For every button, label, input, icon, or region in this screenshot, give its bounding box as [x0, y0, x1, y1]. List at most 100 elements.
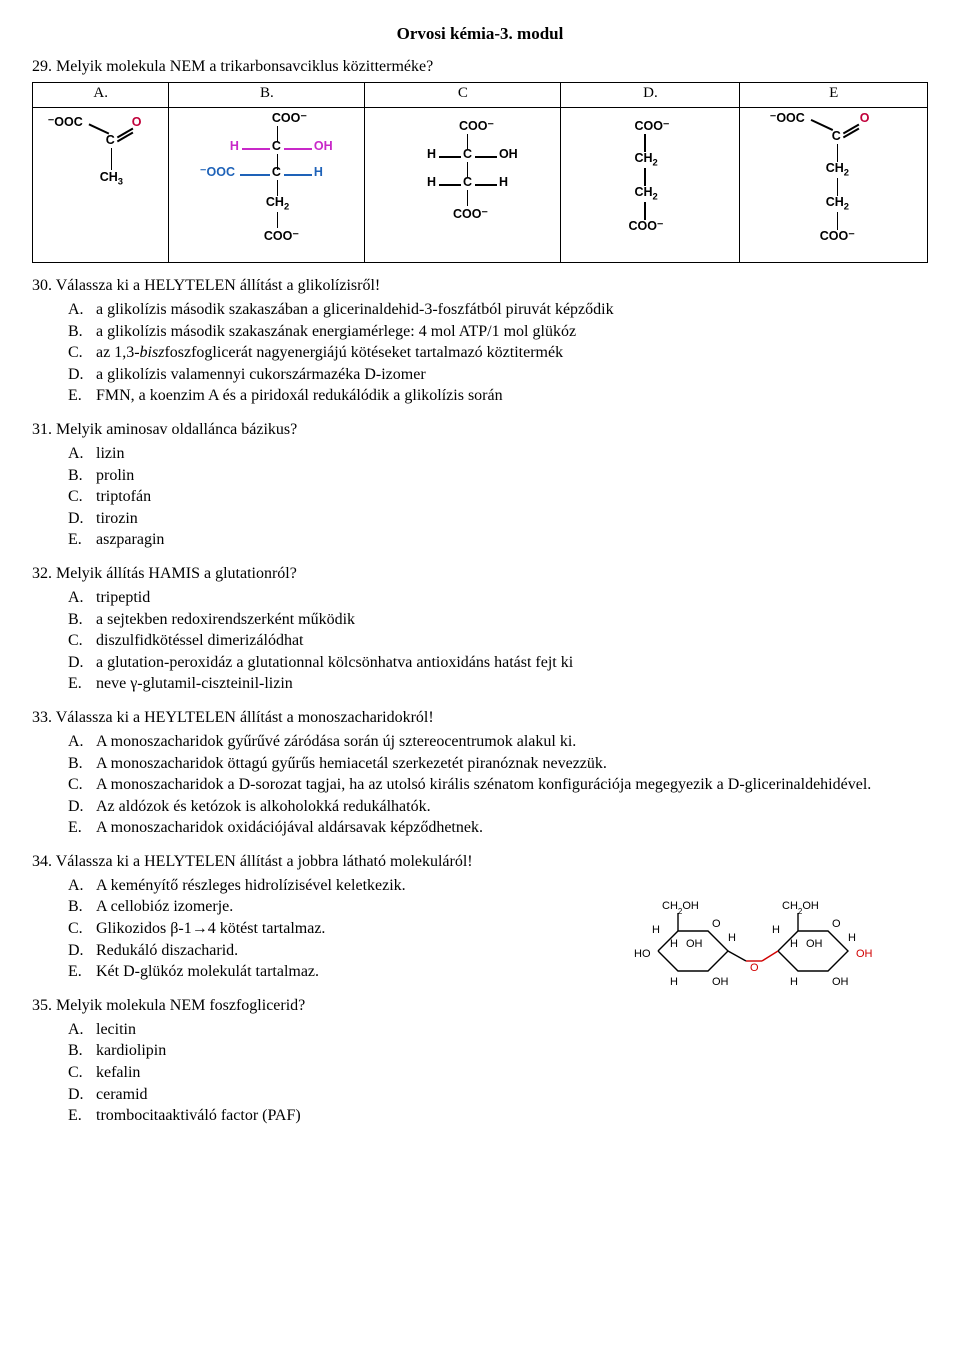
svg-text:O: O — [712, 918, 721, 930]
q33-B: A monoszacharidok öttagú gyűrűs hemiacet… — [96, 753, 607, 775]
svg-text:H: H — [652, 924, 660, 936]
q32-B-label: B. — [68, 609, 90, 631]
q32-B: a sejtekben redoxirendszerként működik — [96, 609, 355, 631]
q30-E: FMN, a koenzim A és a piridoxál redukáló… — [96, 385, 503, 407]
q31-B: prolin — [96, 465, 134, 487]
q35-options: A. lecitin B. kardiolipin C. kefalin D. cera… — [68, 1019, 928, 1127]
q35-C: kefalin — [96, 1062, 140, 1084]
q35-A-label: A. — [68, 1019, 90, 1041]
svg-text:CH2OH: CH2OH — [662, 900, 699, 916]
q29-structure-E: ⁻OOC O C CH2 CH2 COO⁻ — [740, 108, 928, 263]
svg-text:OH: OH — [712, 976, 729, 988]
q30-B: a glikolízis második szakaszának energia… — [96, 321, 576, 343]
q31-C: triptofán — [96, 486, 151, 508]
q29-text: 29. Melyik molekula NEM a trikarbonsavci… — [32, 58, 928, 76]
q33-C: A monoszacharidok a D-sorozat tagjai, ha… — [96, 774, 871, 796]
q35-E-label: E. — [68, 1105, 90, 1127]
q33-D: Az aldózok és ketózok is alkoholokká red… — [96, 796, 431, 818]
q30-B-label: B. — [68, 321, 90, 343]
q34-E-label: E. — [68, 961, 90, 983]
q35-B-label: B. — [68, 1040, 90, 1062]
q34-D-label: D. — [68, 940, 90, 962]
page-title: Orvosi kémia-3. modul — [32, 24, 928, 44]
q34-B-label: B. — [68, 896, 90, 918]
q32-D: a glutation-peroxidáz a glutationnal köl… — [96, 652, 573, 674]
svg-text:H: H — [772, 924, 780, 936]
q32-options: A. tripeptid B. a sejtekben redoxirendszer… — [68, 587, 928, 695]
q29-table: A. B. C D. E ⁻OOC O C CH3 COO⁻ H — [32, 82, 928, 263]
q32-E-label: E. — [68, 673, 90, 695]
q31-text: 31. Melyik aminosav oldallánca bázikus? — [32, 421, 928, 439]
svg-text:OH: OH — [686, 938, 703, 950]
q30-D-label: D. — [68, 364, 90, 386]
q32-D-label: D. — [68, 652, 90, 674]
q29-structure-C: COO⁻ H C OH H C H COO⁻ — [365, 108, 561, 263]
q29-structure-B: COO⁻ H C OH ⁻OOC C H CH2 COO⁻ — [169, 108, 365, 263]
svg-text:H: H — [670, 938, 678, 950]
q32-A: tripeptid — [96, 587, 150, 609]
q30-C: az 1,3-biszfoszfoglicerát nagyenergiájú … — [96, 342, 563, 364]
q34-A-label: A. — [68, 875, 90, 897]
q29-header-A: A. — [33, 83, 169, 108]
q35-E: trombocitaaktiváló factor (PAF) — [96, 1105, 301, 1127]
q31-A: lizin — [96, 443, 124, 465]
q29-header-E: E — [740, 83, 928, 108]
q29-structure-D: COO⁻ CH2 CH2 COO⁻ — [561, 108, 740, 263]
svg-text:OH: OH — [856, 948, 873, 960]
svg-text:H: H — [790, 938, 798, 950]
q33-options: A.A monoszacharidok gyűrűvé záródása sor… — [68, 731, 928, 839]
q33-E-label: E. — [68, 817, 90, 839]
svg-text:H: H — [728, 932, 736, 944]
q34-C: Glikozidos β-1→4 kötést tartalmaz. — [96, 918, 325, 940]
svg-text:H: H — [848, 932, 856, 944]
q30-C-label: C. — [68, 342, 90, 364]
q34-text: 34. Válassza ki a HELYTELEN állítást a j… — [32, 853, 928, 871]
q34-D: Redukáló diszacharid. — [96, 940, 238, 962]
q35-D: ceramid — [96, 1084, 148, 1106]
q34-C-label: C. — [68, 918, 90, 940]
q29-header-C: C — [365, 83, 561, 108]
q33-D-label: D. — [68, 796, 90, 818]
svg-text:CH2OH: CH2OH — [782, 900, 819, 916]
q30-E-label: E. — [68, 385, 90, 407]
svg-text:H: H — [670, 976, 678, 988]
q35-A: lecitin — [96, 1019, 136, 1041]
q34-maltose-structure: CH2OH CH2OH O O H H H H H OH H OH HO H O… — [628, 871, 908, 1001]
q29-structure-A: ⁻OOC O C CH3 — [33, 108, 169, 263]
q33-A: A monoszacharidok gyűrűvé záródása során… — [96, 731, 576, 753]
q35-D-label: D. — [68, 1084, 90, 1106]
svg-text:OH: OH — [806, 938, 823, 950]
svg-text:O: O — [832, 918, 841, 930]
q31-C-label: C. — [68, 486, 90, 508]
q31-A-label: A. — [68, 443, 90, 465]
q35-C-label: C. — [68, 1062, 90, 1084]
q29-header-B: B. — [169, 83, 365, 108]
svg-text:HO: HO — [634, 948, 651, 960]
q34-B: A cellobióz izomerje. — [96, 896, 233, 918]
q31-B-label: B. — [68, 465, 90, 487]
svg-text:OH: OH — [832, 976, 849, 988]
q30-D: a glikolízis valamennyi cukorszármazéka … — [96, 364, 426, 386]
q32-text: 32. Melyik állítás HAMIS a glutationról? — [32, 565, 928, 583]
q34-A: A keményítő részleges hidrolízisével kel… — [96, 875, 406, 897]
svg-text:H: H — [790, 976, 798, 988]
svg-text:O: O — [750, 962, 759, 974]
q33-B-label: B. — [68, 753, 90, 775]
q30-text: 30. Válassza ki a HELYTELEN állítást a g… — [32, 277, 928, 295]
q30-A: a glikolízis második szakaszában a glice… — [96, 299, 614, 321]
q31-D: tirozin — [96, 508, 138, 530]
q33-E: A monoszacharidok oxidációjával aldársav… — [96, 817, 483, 839]
q32-C: diszulfidkötéssel dimerizálódhat — [96, 630, 304, 652]
q31-E: aszparagin — [96, 529, 164, 551]
q34-E: Két D-glükóz molekulát tartalmaz. — [96, 961, 319, 983]
q31-D-label: D. — [68, 508, 90, 530]
q32-E: neve γ-glutamil-ciszteinil-lizin — [96, 673, 293, 695]
q32-C-label: C. — [68, 630, 90, 652]
q32-A-label: A. — [68, 587, 90, 609]
q29-header-D: D. — [561, 83, 740, 108]
q31-options: A. lizin B. prolin C. triptofán D. tirozin E… — [68, 443, 928, 551]
q31-E-label: E. — [68, 529, 90, 551]
q30-A-label: A. — [68, 299, 90, 321]
q30-options: A. a glikolízis második szakaszában a gli… — [68, 299, 928, 407]
q35-B: kardiolipin — [96, 1040, 166, 1062]
